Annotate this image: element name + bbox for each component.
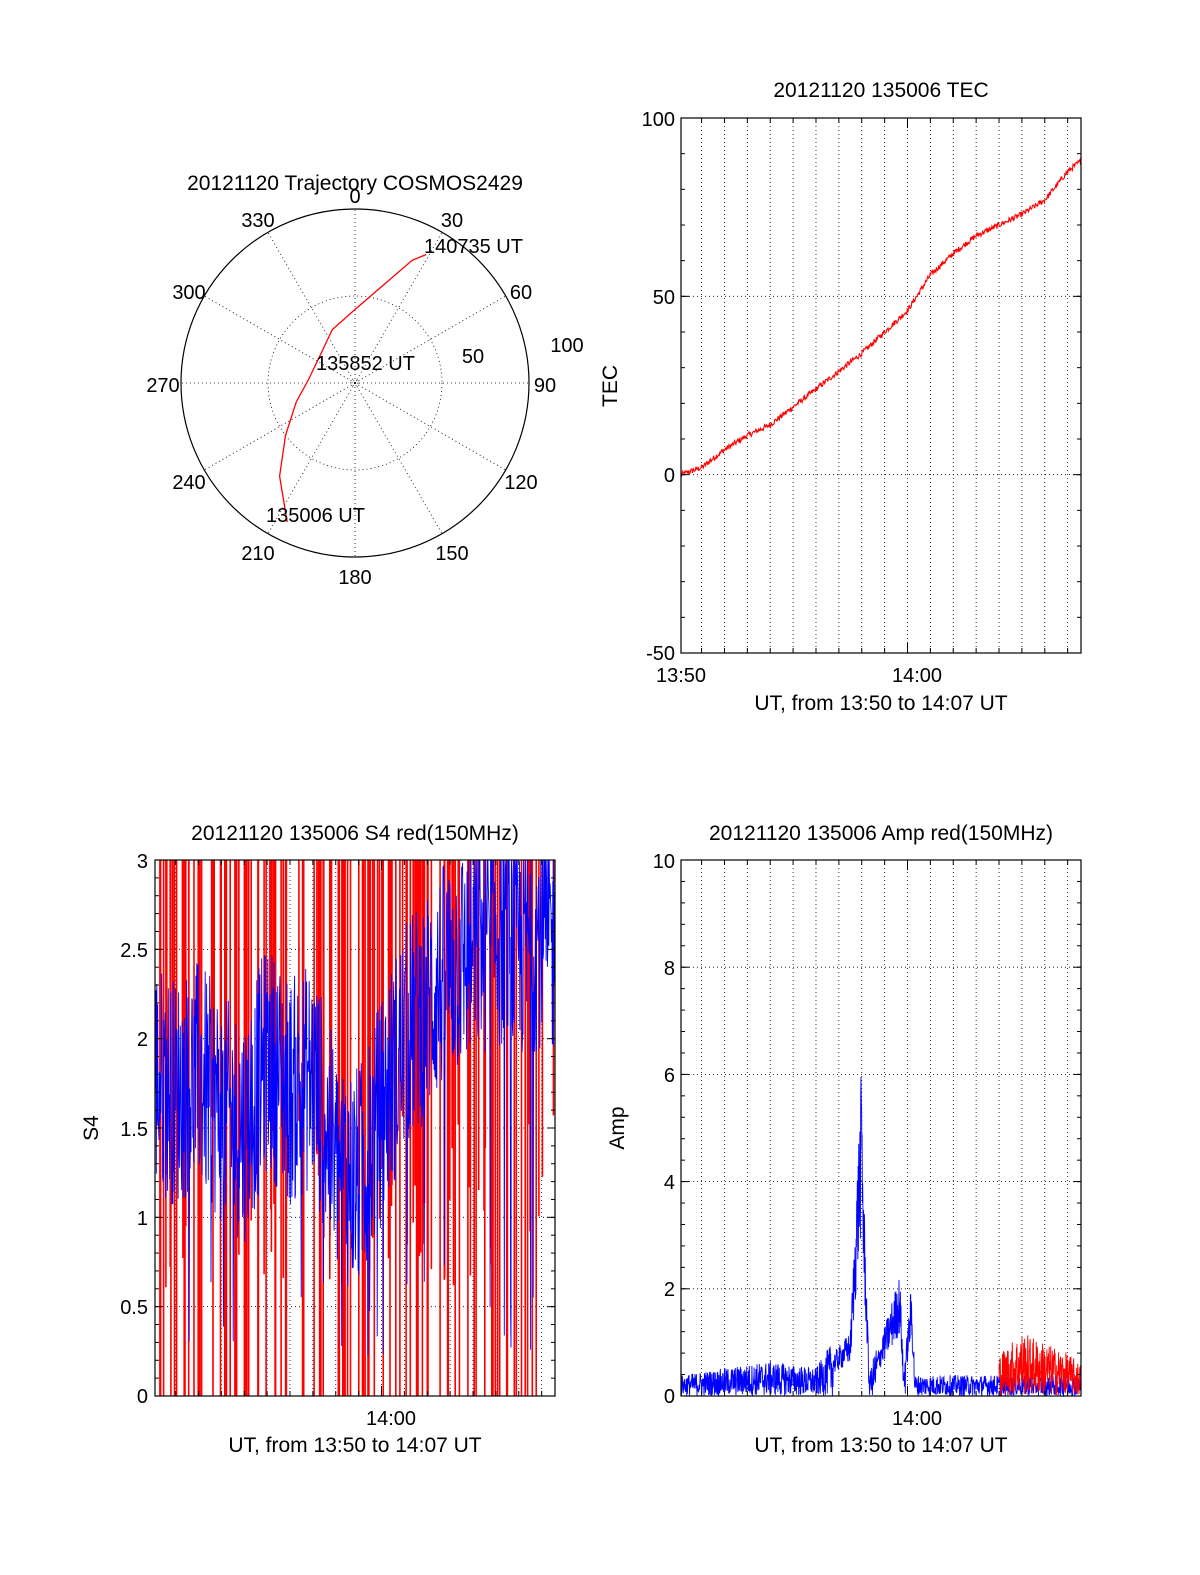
radial-tick: 100: [550, 335, 583, 357]
amp-panel: 20121120 135006 Amp red(150MHz) 0 2 4 6 …: [606, 822, 1082, 1457]
trajectory-annotations: 135006 UT 135852 UT 140735 UT: [266, 236, 523, 527]
amp-x-label: UT, from 13:50 to 14:07 UT: [754, 1434, 1007, 1457]
angle-tick: 90: [534, 375, 556, 397]
s4-series: [154, 859, 556, 1396]
angle-tick: 300: [172, 282, 205, 304]
tec-panel: 20121120 135006 TEC -50 0 50 100 13:50 1…: [599, 79, 1082, 715]
tec-x-tick: 14:00: [892, 665, 942, 687]
angle-tick: 30: [441, 210, 463, 232]
amp-title: 20121120 135006 Amp red(150MHz): [709, 822, 1053, 845]
s4-title: 20121120 135006 S4 red(150MHz): [191, 822, 519, 845]
trajectory-outer-ring: [180, 208, 530, 558]
trajectory-angle-ticks: 0 30 60 90 120 150 180 210 240 270 300 3…: [146, 186, 583, 589]
polar-spoke: [204, 295, 356, 384]
radial-tick: 50: [462, 346, 484, 368]
trajectory-path: [278, 253, 427, 523]
tec-grid: [681, 118, 1081, 653]
s4-panel: 20121120 135006 S4 red(150MHz) 0 0.5 1 1…: [80, 822, 556, 1457]
s4-y-tick: 3: [137, 851, 148, 873]
trajectory-annotation: 135006 UT: [266, 505, 365, 527]
tec-y-tick: 100: [642, 109, 675, 131]
s4-y-tick: 1: [137, 1208, 148, 1230]
amp-grid: [681, 860, 1081, 1396]
amp-y-label: Amp: [606, 1106, 629, 1149]
tec-line: [680, 157, 1082, 478]
angle-tick: 240: [172, 472, 205, 494]
angle-tick: 120: [504, 472, 537, 494]
angle-tick: 270: [146, 375, 179, 397]
trajectory-spokes: [181, 209, 529, 557]
amp-red-line: [998, 1335, 1082, 1396]
s4-y-tick: 1.5: [120, 1119, 148, 1141]
amp-y-tick: 0: [664, 1386, 675, 1408]
trajectory-mid-ring: [267, 295, 443, 471]
trajectory-series: [278, 253, 427, 523]
polar-spoke: [354, 382, 443, 534]
tec-y-label: TEC: [599, 365, 622, 407]
polar-spoke: [354, 382, 506, 471]
s4-y-label: S4: [80, 1115, 103, 1141]
amp-y-tick: 4: [664, 1172, 675, 1194]
tec-title: 20121120 135006 TEC: [773, 79, 988, 102]
tec-x-label: UT, from 13:50 to 14:07 UT: [754, 692, 1007, 715]
angle-tick: 60: [510, 282, 532, 304]
trajectory-panel: 20121120 Trajectory COSMOS2429 0 30 60 9…: [146, 172, 583, 589]
amp-y-tick: 6: [664, 1065, 675, 1087]
amp-y-tick: 2: [664, 1279, 675, 1301]
s4-ticks: [155, 859, 555, 1397]
s4-y-tick: 2.5: [120, 940, 148, 962]
angle-tick: 180: [338, 567, 371, 589]
polar-spoke: [354, 295, 506, 384]
trajectory-title: 20121120 Trajectory COSMOS2429: [187, 172, 523, 195]
tec-plot-frame: [680, 117, 1082, 654]
amp-ticks: [681, 859, 1081, 1397]
amp-y-tick: 8: [664, 958, 675, 980]
s4-blue-line: [154, 859, 556, 1356]
angle-tick: 330: [241, 210, 274, 232]
polar-spoke: [354, 232, 443, 384]
polar-spoke: [267, 382, 356, 534]
amp-series: [680, 1076, 1082, 1398]
tec-series: [680, 157, 1082, 478]
amp-x-tick: 14:00: [892, 1408, 942, 1430]
trajectory-annotation: 140735 UT: [424, 236, 523, 258]
zenith-marker: [351, 379, 359, 387]
polar-spoke: [267, 232, 356, 384]
tec-y-tick: -50: [646, 643, 675, 665]
tec-ticks: [681, 117, 1081, 654]
amp-y-tick: 10: [653, 851, 675, 873]
s4-x-label: UT, from 13:50 to 14:07 UT: [228, 1434, 481, 1457]
tec-y-tick: 0: [664, 465, 675, 487]
trajectory-annotation: 135852 UT: [316, 353, 415, 375]
amp-plot-frame: [680, 859, 1082, 1397]
angle-tick: 150: [435, 543, 468, 565]
tec-y-tick: 50: [653, 287, 675, 309]
polar-spoke: [204, 382, 356, 471]
angle-tick: 0: [349, 186, 360, 208]
s4-y-tick: 2: [137, 1029, 148, 1051]
s4-y-tick: 0.5: [120, 1297, 148, 1319]
s4-x-tick: 14:00: [366, 1408, 416, 1430]
s4-y-tick: 0: [137, 1386, 148, 1408]
angle-tick: 210: [241, 543, 274, 565]
tec-x-tick: 13:50: [656, 665, 706, 687]
